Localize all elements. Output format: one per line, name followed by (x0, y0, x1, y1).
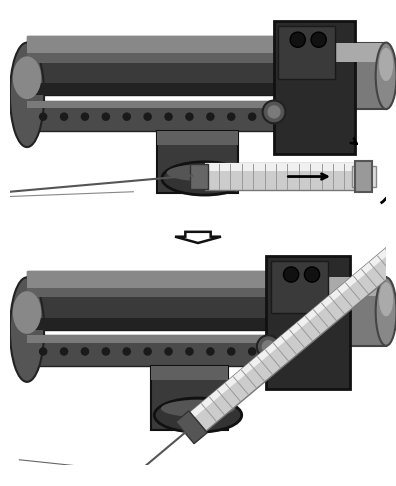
Bar (27, 335, 303, 366)
Bar (328, 278, 386, 296)
Circle shape (122, 112, 131, 121)
Ellipse shape (10, 278, 44, 382)
Bar (27, 271, 322, 288)
Circle shape (39, 112, 48, 121)
Circle shape (102, 347, 110, 356)
Bar (27, 84, 341, 95)
Circle shape (290, 112, 298, 121)
Bar (274, 21, 355, 154)
Ellipse shape (162, 162, 248, 195)
Ellipse shape (379, 282, 393, 316)
Ellipse shape (154, 398, 242, 432)
Ellipse shape (376, 43, 396, 109)
Bar (205, 163, 357, 171)
Circle shape (290, 347, 298, 356)
Bar (27, 101, 322, 108)
Circle shape (311, 32, 326, 47)
Bar (27, 53, 341, 63)
Bar (27, 335, 303, 343)
Bar (333, 43, 386, 62)
Bar (333, 43, 386, 109)
Circle shape (248, 347, 257, 356)
Bar (190, 164, 208, 189)
Circle shape (262, 340, 275, 353)
Circle shape (60, 347, 69, 356)
Bar (328, 278, 386, 346)
Bar (150, 366, 228, 380)
Circle shape (305, 267, 320, 282)
Circle shape (164, 112, 173, 121)
Bar (157, 131, 238, 192)
Circle shape (269, 347, 277, 356)
Circle shape (164, 347, 173, 356)
Circle shape (122, 347, 131, 356)
Circle shape (206, 347, 215, 356)
Bar (205, 163, 357, 190)
Circle shape (143, 112, 152, 121)
Circle shape (206, 112, 215, 121)
Circle shape (263, 101, 286, 123)
Circle shape (227, 112, 236, 121)
Bar (27, 271, 322, 330)
Ellipse shape (379, 48, 393, 81)
Bar (355, 161, 372, 192)
Circle shape (81, 112, 89, 121)
Circle shape (143, 347, 152, 356)
Bar (27, 36, 341, 95)
Ellipse shape (13, 56, 41, 99)
Ellipse shape (167, 164, 243, 181)
Circle shape (284, 267, 299, 282)
Circle shape (185, 347, 194, 356)
Bar (352, 166, 376, 187)
Bar (267, 256, 350, 388)
Circle shape (227, 347, 236, 356)
Bar (278, 26, 335, 79)
Bar (27, 36, 341, 53)
Bar (27, 101, 322, 131)
Ellipse shape (376, 278, 396, 346)
Ellipse shape (13, 291, 41, 334)
Polygon shape (175, 232, 221, 243)
Bar (157, 131, 238, 145)
Bar (27, 288, 322, 297)
Circle shape (248, 112, 257, 121)
Polygon shape (190, 223, 396, 417)
Circle shape (310, 112, 319, 121)
Circle shape (102, 112, 110, 121)
Circle shape (60, 112, 69, 121)
Circle shape (185, 112, 194, 121)
Polygon shape (190, 223, 396, 431)
Ellipse shape (161, 400, 235, 417)
Ellipse shape (10, 43, 44, 147)
Circle shape (290, 32, 305, 47)
Polygon shape (176, 411, 207, 444)
Bar (27, 318, 322, 330)
Bar (271, 261, 328, 313)
Circle shape (39, 347, 48, 356)
Circle shape (267, 105, 281, 119)
Circle shape (269, 112, 277, 121)
Circle shape (257, 335, 280, 358)
Bar (150, 366, 228, 430)
Circle shape (81, 347, 89, 356)
